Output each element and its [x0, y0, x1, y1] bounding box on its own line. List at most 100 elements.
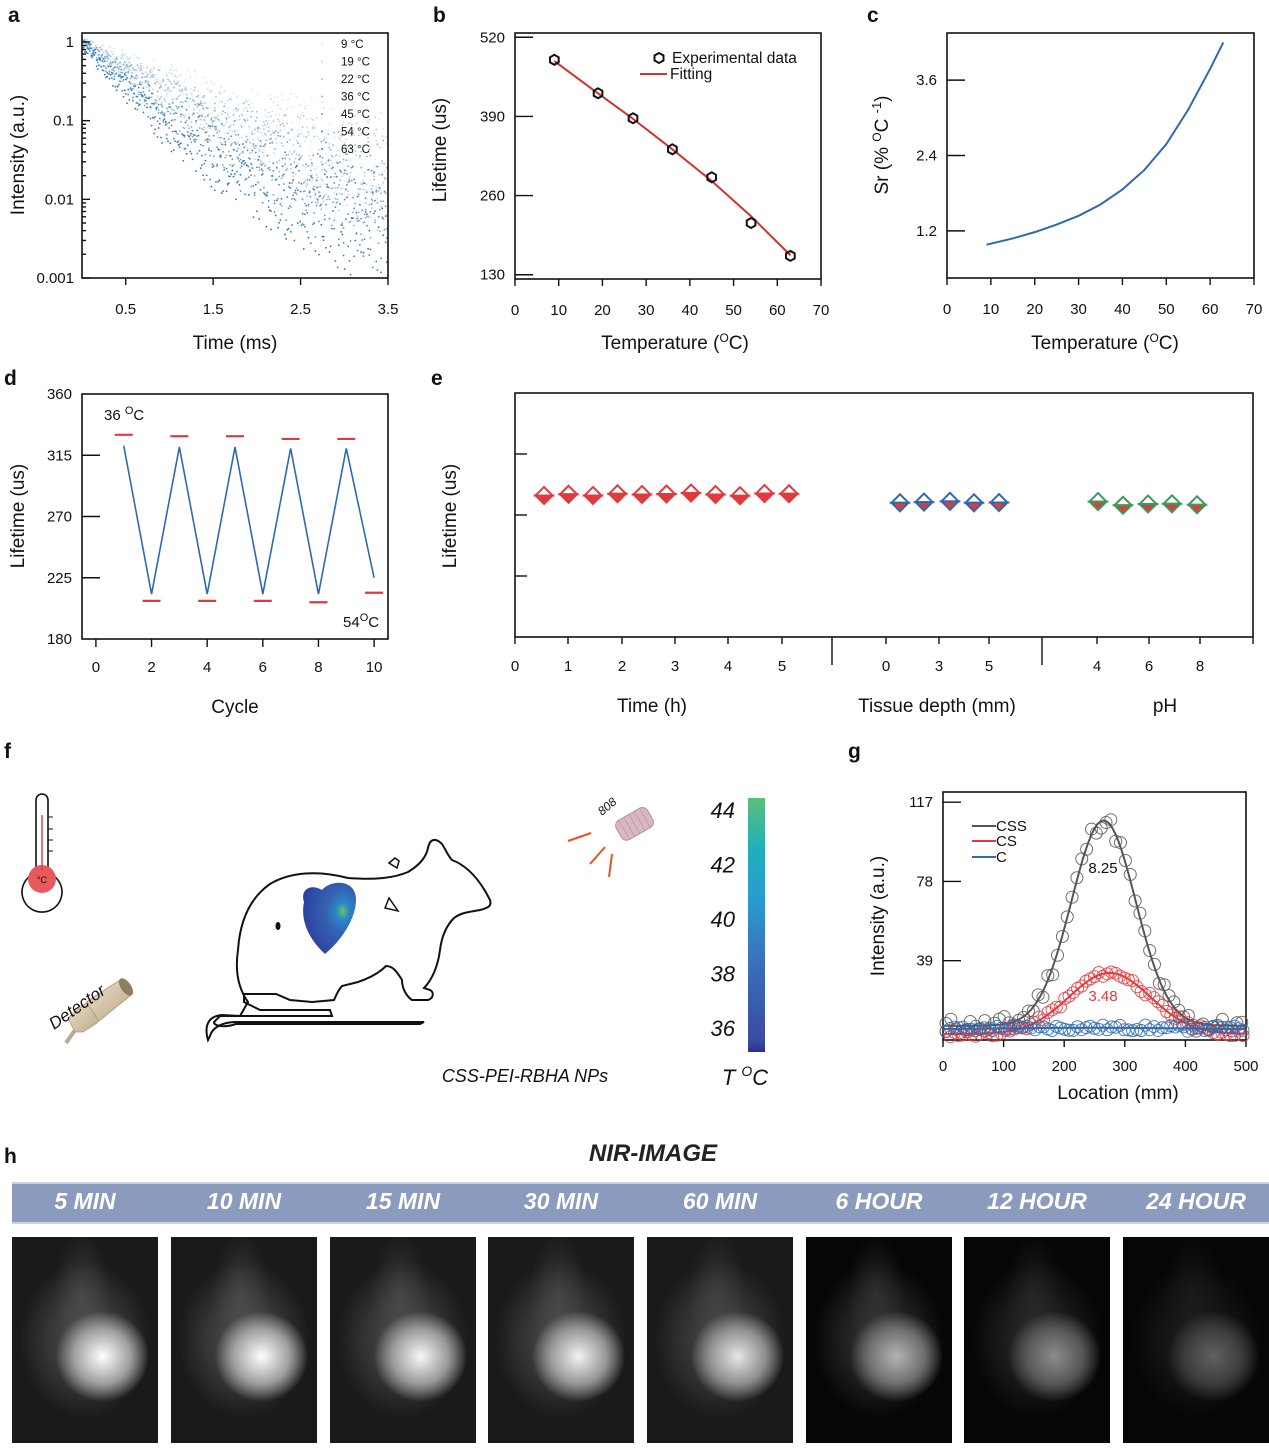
- data-point: [149, 71, 152, 73]
- data-point: [293, 161, 296, 164]
- fluorescence-signal: [488, 1237, 634, 1443]
- data-point: [363, 213, 366, 216]
- panel-letter-b: b: [433, 4, 446, 27]
- data-point: [337, 238, 340, 241]
- x-tick-label: 40: [1114, 301, 1131, 318]
- data-point: [382, 217, 385, 220]
- data-point: [327, 159, 330, 162]
- data-point: [164, 83, 167, 86]
- data-point: [606, 483, 629, 504]
- data-point: [209, 154, 212, 157]
- data-point: [1155, 1021, 1169, 1035]
- data-point: [236, 150, 238, 153]
- data-point: [582, 485, 604, 506]
- data-point: [355, 154, 358, 157]
- data-point: [122, 78, 125, 81]
- data-point: [336, 186, 339, 189]
- data-point: [366, 191, 368, 194]
- data-point: [147, 83, 150, 86]
- data-point: [194, 103, 196, 106]
- data-point: [287, 153, 290, 156]
- data-point: [112, 61, 114, 64]
- data-point: [275, 142, 278, 144]
- data-point: [88, 50, 91, 52]
- data-point: [320, 223, 323, 226]
- data-point: [939, 1025, 953, 1039]
- data-point: [337, 184, 340, 186]
- panel-letter-a: a: [8, 4, 20, 27]
- data-point: [167, 90, 169, 93]
- data-point: [202, 96, 205, 99]
- legend-experimental: Experimental data: [672, 50, 797, 67]
- data-point: [218, 101, 221, 104]
- data-point: [363, 174, 366, 177]
- data-point: [210, 150, 213, 153]
- data-point: [1143, 944, 1157, 958]
- data-point: [346, 204, 348, 207]
- data-point: [380, 171, 382, 174]
- data-point: [254, 151, 257, 154]
- data-point: [374, 221, 377, 224]
- data-point: [175, 130, 178, 133]
- data-point: [160, 85, 162, 88]
- data-point: [213, 109, 216, 112]
- data-point: [375, 186, 378, 189]
- data-point: [247, 165, 250, 168]
- data-point: [253, 158, 256, 160]
- data-point: [215, 128, 217, 131]
- data-point: [164, 100, 167, 103]
- data-point: [213, 107, 216, 109]
- data-point: [706, 171, 718, 184]
- data-point: [179, 93, 182, 96]
- data-point: [332, 201, 334, 204]
- data-point: [122, 63, 125, 66]
- data-point: [229, 98, 231, 100]
- data-point: [362, 188, 365, 191]
- data-point: [373, 175, 375, 178]
- data-point: [304, 107, 306, 110]
- x-tick-label: 6: [1145, 658, 1153, 675]
- legend-label: 9 °C: [341, 39, 364, 51]
- data-point: [121, 54, 124, 57]
- data-point: [155, 108, 158, 111]
- data-point: [171, 98, 174, 101]
- data-point: [382, 127, 385, 130]
- data-point: [163, 112, 166, 115]
- legend-marker: [321, 78, 323, 80]
- data-point: [186, 124, 189, 127]
- data-point: [245, 141, 248, 143]
- colorbar-tick-label: 44: [711, 798, 735, 823]
- data-point: [259, 163, 262, 166]
- data-point: [1096, 1018, 1110, 1032]
- data-point: [94, 48, 97, 51]
- data-point: [274, 179, 277, 182]
- data-point: [96, 68, 99, 70]
- data-point: [144, 81, 147, 84]
- data-point: [184, 113, 187, 116]
- data-point: [306, 179, 309, 181]
- data-point: [341, 175, 344, 178]
- data-point: [227, 182, 230, 185]
- data-point: [147, 80, 150, 83]
- data-point: [169, 142, 172, 145]
- chart-a-decay: 0.5 1.5 2.5 3.510.10.010.001 9 °C19 °C22 °C…: [8, 32, 398, 354]
- data-point: [223, 124, 226, 127]
- data-point: [1157, 978, 1171, 992]
- data-point: [356, 188, 359, 191]
- data-point: [284, 161, 286, 164]
- data-point: [175, 112, 178, 115]
- data-point: [368, 203, 371, 206]
- data-point: [291, 120, 293, 123]
- data-point: [369, 154, 372, 157]
- data-point: [371, 200, 374, 202]
- data-point: [1143, 1023, 1157, 1037]
- data-point: [1104, 1020, 1118, 1034]
- data-point: [137, 76, 140, 79]
- data-point: [239, 173, 242, 176]
- data-point: [220, 113, 223, 116]
- data-point: [190, 132, 193, 135]
- data-point: [344, 159, 347, 162]
- data-point: [381, 216, 384, 219]
- data-point: [311, 180, 313, 183]
- data-point: [249, 157, 251, 160]
